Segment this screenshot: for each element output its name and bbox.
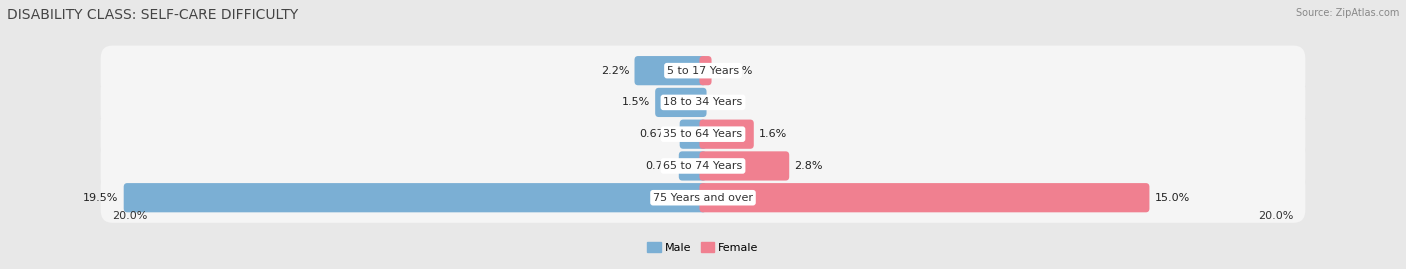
Text: 0.17%: 0.17% (717, 66, 752, 76)
FancyBboxPatch shape (101, 77, 1305, 128)
FancyBboxPatch shape (679, 151, 707, 180)
Text: 0.0%: 0.0% (711, 97, 740, 107)
FancyBboxPatch shape (699, 151, 789, 180)
Text: 15.0%: 15.0% (1154, 193, 1189, 203)
FancyBboxPatch shape (101, 109, 1305, 159)
FancyBboxPatch shape (679, 120, 707, 149)
Text: Source: ZipAtlas.com: Source: ZipAtlas.com (1295, 8, 1399, 18)
FancyBboxPatch shape (655, 88, 707, 117)
FancyBboxPatch shape (634, 56, 707, 85)
Text: 0.7%: 0.7% (645, 161, 673, 171)
Text: DISABILITY CLASS: SELF-CARE DIFFICULTY: DISABILITY CLASS: SELF-CARE DIFFICULTY (7, 8, 298, 22)
Text: 35 to 64 Years: 35 to 64 Years (664, 129, 742, 139)
FancyBboxPatch shape (699, 56, 711, 85)
Text: 18 to 34 Years: 18 to 34 Years (664, 97, 742, 107)
Text: 1.6%: 1.6% (759, 129, 787, 139)
FancyBboxPatch shape (101, 45, 1305, 96)
Text: 5 to 17 Years: 5 to 17 Years (666, 66, 740, 76)
Text: 65 to 74 Years: 65 to 74 Years (664, 161, 742, 171)
FancyBboxPatch shape (101, 141, 1305, 191)
Text: 19.5%: 19.5% (83, 193, 118, 203)
FancyBboxPatch shape (101, 173, 1305, 223)
Text: 75 Years and over: 75 Years and over (652, 193, 754, 203)
Text: 2.2%: 2.2% (600, 66, 630, 76)
Text: 20.0%: 20.0% (1258, 211, 1294, 221)
Text: 0.67%: 0.67% (638, 129, 675, 139)
FancyBboxPatch shape (699, 183, 1150, 212)
FancyBboxPatch shape (699, 120, 754, 149)
Legend: Male, Female: Male, Female (647, 242, 759, 253)
FancyBboxPatch shape (124, 183, 707, 212)
Text: 2.8%: 2.8% (794, 161, 823, 171)
Text: 1.5%: 1.5% (621, 97, 650, 107)
Text: 20.0%: 20.0% (112, 211, 148, 221)
